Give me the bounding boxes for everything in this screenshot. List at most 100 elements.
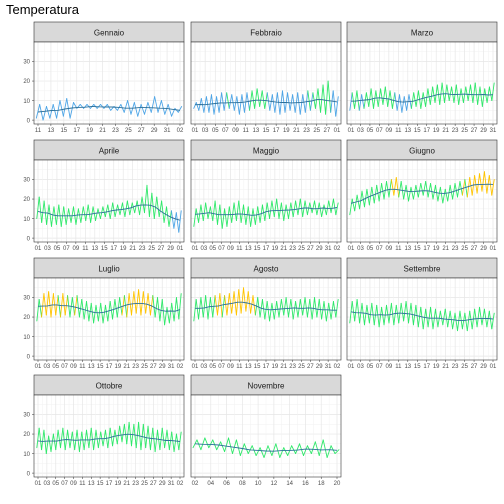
- x-tick-label: 01: [177, 246, 184, 252]
- x-tick-label: 15: [414, 246, 421, 252]
- x-tick-label: 09: [73, 246, 80, 252]
- x-tick-label: 21: [280, 364, 287, 370]
- x-tick-label: 13: [253, 128, 260, 134]
- x-tick-label: 21: [293, 128, 300, 134]
- x-tick-label: 07: [218, 364, 225, 370]
- x-tick-label: 31: [164, 128, 171, 134]
- x-tick-label: 02: [334, 364, 341, 370]
- x-tick-label: 19: [272, 364, 279, 370]
- x-tick-label: 11: [395, 128, 402, 134]
- x-tick-label: 13: [404, 364, 411, 370]
- x-tick-label: 29: [316, 246, 323, 252]
- x-tick-label: 23: [139, 246, 146, 252]
- x-tick-label: 01: [192, 246, 199, 252]
- x-tick-label: 19: [283, 128, 290, 134]
- x-tick-label: 21: [123, 364, 130, 370]
- y-tick-label: 0: [27, 236, 31, 242]
- x-tick-label: 11: [35, 128, 42, 134]
- x-tick-label: 19: [433, 128, 440, 134]
- x-tick-label: 13: [48, 128, 55, 134]
- x-tick-label: 02: [177, 481, 184, 487]
- x-tick-label: 09: [386, 246, 393, 252]
- x-tick-label: 06: [223, 481, 230, 487]
- x-tick-label: 17: [73, 128, 80, 134]
- y-tick-label: 30: [23, 178, 30, 184]
- x-tick-label: 09: [386, 364, 393, 370]
- x-tick-label: 01: [490, 364, 497, 370]
- x-tick-label: 15: [263, 128, 270, 134]
- y-tick-label: 10: [23, 99, 30, 105]
- x-tick-label: 05: [209, 364, 216, 370]
- y-tick-label: 0: [27, 354, 31, 360]
- x-tick-label: 25: [461, 364, 468, 370]
- x-tick-label: 07: [376, 364, 383, 370]
- x-tick-label: 23: [452, 246, 459, 252]
- x-tick-label: 23: [112, 128, 119, 134]
- facet-panel-gennaio: Gennaio11 13 15 17 19 21 23 25 27 29 31 020102030: [23, 22, 184, 134]
- x-tick-label: 27: [138, 128, 145, 134]
- x-tick-label: 01: [35, 364, 42, 370]
- x-tick-label: 23: [303, 128, 310, 134]
- x-tick-label: 29: [159, 481, 166, 487]
- x-tick-label: 09: [70, 481, 77, 487]
- x-tick-label: 31: [490, 128, 497, 134]
- x-tick-label: 15: [414, 128, 421, 134]
- x-tick-label: 04: [207, 481, 214, 487]
- x-tick-label: 13: [245, 364, 252, 370]
- x-tick-label: 13: [404, 246, 411, 252]
- x-tick-label: 27: [150, 481, 157, 487]
- x-tick-label: 21: [129, 246, 136, 252]
- x-tick-label: 01: [348, 364, 355, 370]
- x-tick-label: 21: [99, 128, 106, 134]
- facet-panel-novembre: Novembre02 04 06 08 10 12 14 16 18 20: [191, 375, 341, 487]
- x-tick-label: 03: [357, 364, 364, 370]
- x-tick-label: 09: [386, 128, 393, 134]
- y-tick-label: 20: [23, 79, 30, 85]
- x-tick-label: 11: [236, 364, 243, 370]
- facet-strip-label: Maggio: [253, 147, 280, 156]
- y-tick-label: 10: [23, 335, 30, 341]
- x-tick-label: 29: [167, 246, 174, 252]
- x-tick-label: 15: [254, 364, 261, 370]
- x-tick-label: 01: [192, 364, 199, 370]
- x-tick-label: 02: [334, 246, 341, 252]
- x-tick-label: 27: [158, 246, 165, 252]
- x-tick-label: 05: [54, 246, 61, 252]
- x-tick-label: 13: [91, 246, 98, 252]
- facet-panel-aprile: Aprile01 03 05 07 09 11 13 15 17 19 21 23 25 27 29 0101…: [23, 140, 184, 252]
- x-tick-label: 25: [148, 246, 155, 252]
- x-tick-label: 27: [471, 364, 478, 370]
- y-tick-label: 10: [23, 217, 30, 223]
- x-tick-label: 02: [177, 128, 184, 134]
- x-tick-label: 02: [177, 364, 184, 370]
- facet-strip-label: Agosto: [254, 265, 279, 274]
- x-tick-label: 11: [82, 246, 89, 252]
- x-tick-label: 13: [88, 481, 95, 487]
- facet-strip-label: Luglio: [98, 265, 120, 274]
- facet-strip-label: Gennaio: [94, 29, 125, 38]
- x-tick-label: 11: [395, 364, 402, 370]
- facet-panel-marzo: Marzo01 03 05 07 09 11 13 15 17 19 21 23 25 27 29 31: [347, 22, 497, 134]
- y-tick-label: 20: [23, 197, 30, 203]
- x-tick-label: 25: [298, 246, 305, 252]
- x-tick-label: 01: [348, 128, 355, 134]
- x-tick-label: 29: [480, 246, 487, 252]
- x-tick-label: 03: [201, 364, 208, 370]
- facet-strip-label: Marzo: [411, 29, 434, 38]
- x-tick-label: 27: [324, 128, 331, 134]
- x-tick-label: 03: [44, 481, 51, 487]
- x-tick-label: 13: [404, 128, 411, 134]
- x-tick-label: 09: [70, 364, 77, 370]
- x-tick-label: 07: [61, 364, 68, 370]
- x-tick-label: 09: [227, 364, 234, 370]
- x-tick-label: 25: [141, 364, 148, 370]
- x-tick-label: 18: [318, 481, 325, 487]
- x-tick-label: 27: [307, 246, 314, 252]
- x-tick-label: 07: [222, 128, 229, 134]
- x-tick-label: 17: [110, 246, 117, 252]
- x-tick-label: 15: [97, 364, 104, 370]
- x-tick-label: 20: [334, 481, 341, 487]
- x-tick-label: 21: [123, 481, 130, 487]
